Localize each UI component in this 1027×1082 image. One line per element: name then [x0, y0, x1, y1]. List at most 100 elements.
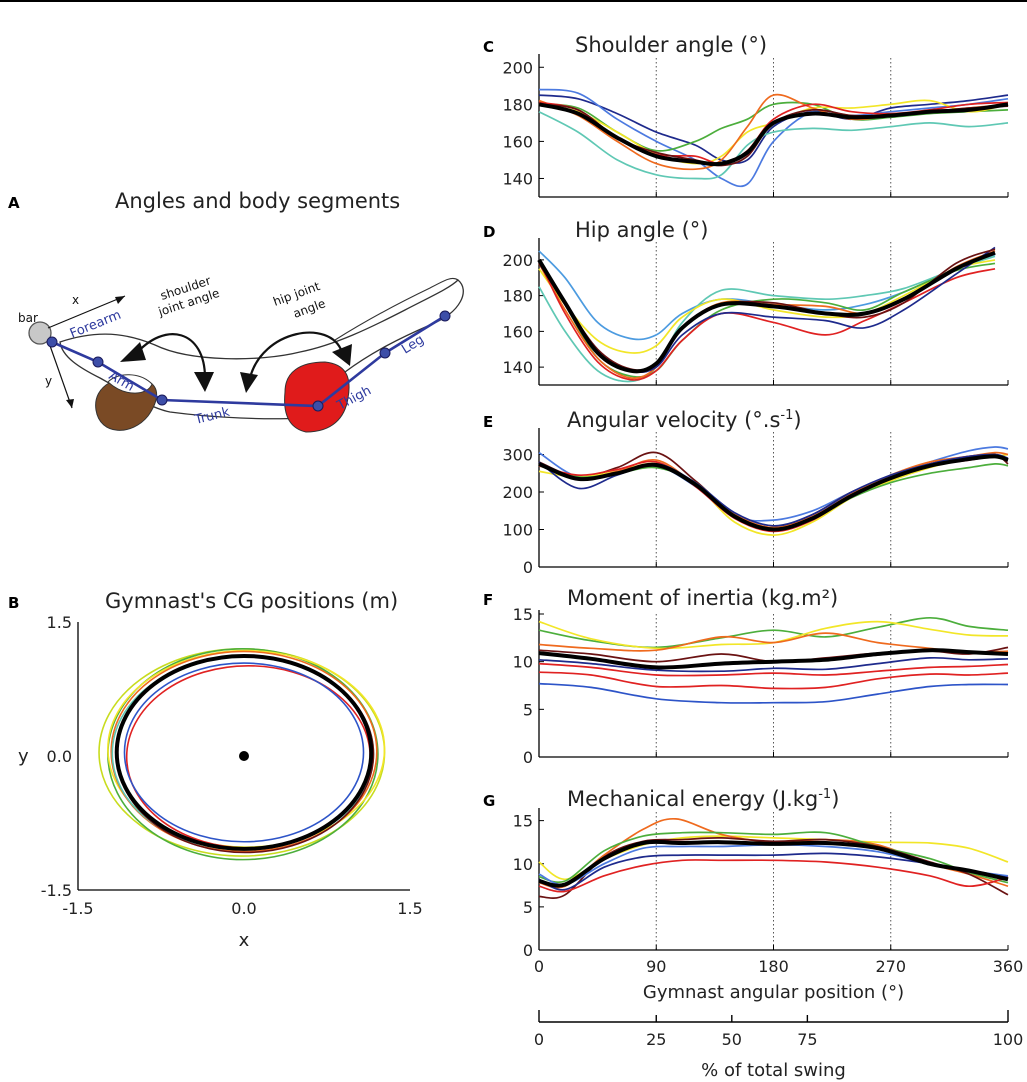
b-trajectory	[123, 662, 365, 843]
joint-shoulder	[156, 394, 168, 406]
b-xtick-label: -1.5	[62, 899, 93, 918]
joint-wrist	[46, 336, 58, 348]
panel-f: F Moment of inertia (kg.m²) 0 5 10 15	[483, 586, 1009, 767]
panel-letter-f: F	[483, 591, 493, 609]
mean-series-line	[537, 250, 996, 374]
panel-letter-e: E	[483, 413, 493, 431]
ytick-label: 300	[502, 446, 533, 465]
bar-label: bar	[18, 311, 38, 325]
bar-circle	[28, 321, 52, 345]
b-ytick-label: 1.5	[47, 613, 72, 632]
ytick-label: 140	[502, 169, 533, 188]
panel-d-title: Hip angle (°)	[575, 218, 708, 242]
ytick-label: 140	[502, 358, 533, 377]
series-line	[538, 859, 1009, 893]
ytick-label: 10	[513, 653, 533, 672]
joint-knee	[379, 347, 391, 359]
shoulder-arc-arrow-left	[120, 342, 146, 362]
hip-arc-arrow-left	[240, 372, 258, 393]
swing-tick-label: 50	[722, 1030, 742, 1049]
swing-tick-label: 100	[993, 1030, 1024, 1049]
ytick-label: 5	[523, 700, 533, 719]
title-superscript: -1	[818, 787, 831, 802]
swing-tick-label: 75	[797, 1030, 817, 1049]
panel-letter-d: D	[483, 223, 495, 241]
joint-hip	[312, 400, 324, 412]
title-end: )	[831, 787, 839, 811]
series-line	[538, 671, 1009, 690]
hip-shape	[284, 361, 350, 433]
ytick-label: 200	[502, 251, 533, 270]
series-line	[538, 662, 1009, 677]
mean-series-line	[538, 454, 1009, 532]
ytick-label: 0	[523, 748, 533, 767]
hip-angle-arc	[248, 331, 344, 379]
panel-g-title: Mechanical energy (J.kg-1)	[567, 787, 839, 811]
ytick-label: 180	[502, 287, 533, 306]
panel-b-cg-positions: B Gymnast's CG positions (m) -1.5 0.0 1.5 -…	[8, 589, 423, 951]
xtick-label: 360	[993, 957, 1024, 976]
swing-tick-label: 25	[646, 1030, 666, 1049]
y-arrow-head	[66, 399, 74, 408]
series-line	[538, 255, 996, 383]
xtick-label: 180	[758, 957, 789, 976]
ytick-label: 15	[513, 812, 533, 831]
series-line	[538, 453, 1009, 536]
title-end: )	[793, 408, 801, 432]
ytick-label: 160	[502, 322, 533, 341]
b-bar-center-point	[239, 751, 249, 761]
b-trajectory	[110, 650, 378, 853]
ytick-label: 180	[502, 95, 533, 114]
x-axis-arrow-line	[47, 295, 126, 329]
ytick-label: 5	[523, 898, 533, 917]
mean-series-line	[538, 648, 1009, 670]
shoulder-arc-arrow-right	[194, 372, 214, 392]
segment-chain	[51, 314, 446, 408]
hip-arc-arrow-right	[332, 344, 352, 366]
shoulder-angle-arc	[134, 333, 207, 379]
panel-letter-b: B	[8, 594, 19, 612]
ytick-label: 200	[502, 58, 533, 77]
panel-f-title: Moment of inertia (kg.m²)	[567, 586, 838, 610]
panel-c: C Shoulder angle (°) 140 160 180 200	[483, 33, 1009, 198]
ytick-label: 160	[502, 132, 533, 151]
joint-elbow	[92, 356, 104, 368]
ytick-label: 0	[523, 941, 533, 960]
series-line	[538, 831, 1009, 884]
panel-a-title: Angles and body segments	[115, 189, 400, 213]
series-line	[538, 246, 996, 374]
diagram-x-label: x	[72, 293, 79, 307]
panel-e: E Angular velocity (°.s-1) 0 100 200 300	[483, 408, 1009, 577]
panel-e-title: Angular velocity (°.s-1)	[567, 408, 802, 432]
x-axis-label: Gymnast angular position (°)	[643, 982, 904, 1003]
xtick-label: 90	[646, 957, 666, 976]
ytick-label: 10	[513, 855, 533, 874]
series-line	[538, 88, 1009, 188]
panel-letter-a: A	[8, 194, 20, 212]
b-xtick-label: 0.0	[231, 899, 256, 918]
b-x-label: x	[239, 930, 250, 951]
title-superscript: -1	[780, 408, 793, 423]
series-line	[538, 620, 1009, 650]
joint-ankle	[439, 310, 451, 322]
ytick-label: 15	[513, 605, 533, 624]
series-line	[538, 446, 1009, 522]
series-line	[538, 94, 1009, 164]
series-line	[538, 248, 996, 371]
top-border	[0, 0, 1027, 2]
b-y-label: y	[18, 746, 29, 767]
panels-c-g: C Shoulder angle (°) 140 160 180 200 D Hip angl…	[483, 33, 1023, 1003]
series-line	[538, 656, 1009, 673]
series-line	[538, 682, 1009, 704]
b-ytick-label: 0.0	[47, 747, 72, 766]
panel-b-title: Gymnast's CG positions (m)	[105, 589, 398, 613]
y-axis-arrow-line	[47, 339, 73, 409]
leg-contour	[334, 277, 459, 341]
diagram-y-label: y	[45, 374, 52, 388]
b-ytick-label: -1.5	[41, 881, 72, 900]
panel-letter-g: G	[483, 792, 495, 810]
panel-g: G Mechanical energy (J.kg-1) 0 5 10 15 0 90 180 2…	[483, 787, 1023, 1003]
ytick-label: 200	[502, 483, 533, 502]
panel-letter-c: C	[483, 38, 494, 56]
xtick-label: 0	[534, 957, 544, 976]
